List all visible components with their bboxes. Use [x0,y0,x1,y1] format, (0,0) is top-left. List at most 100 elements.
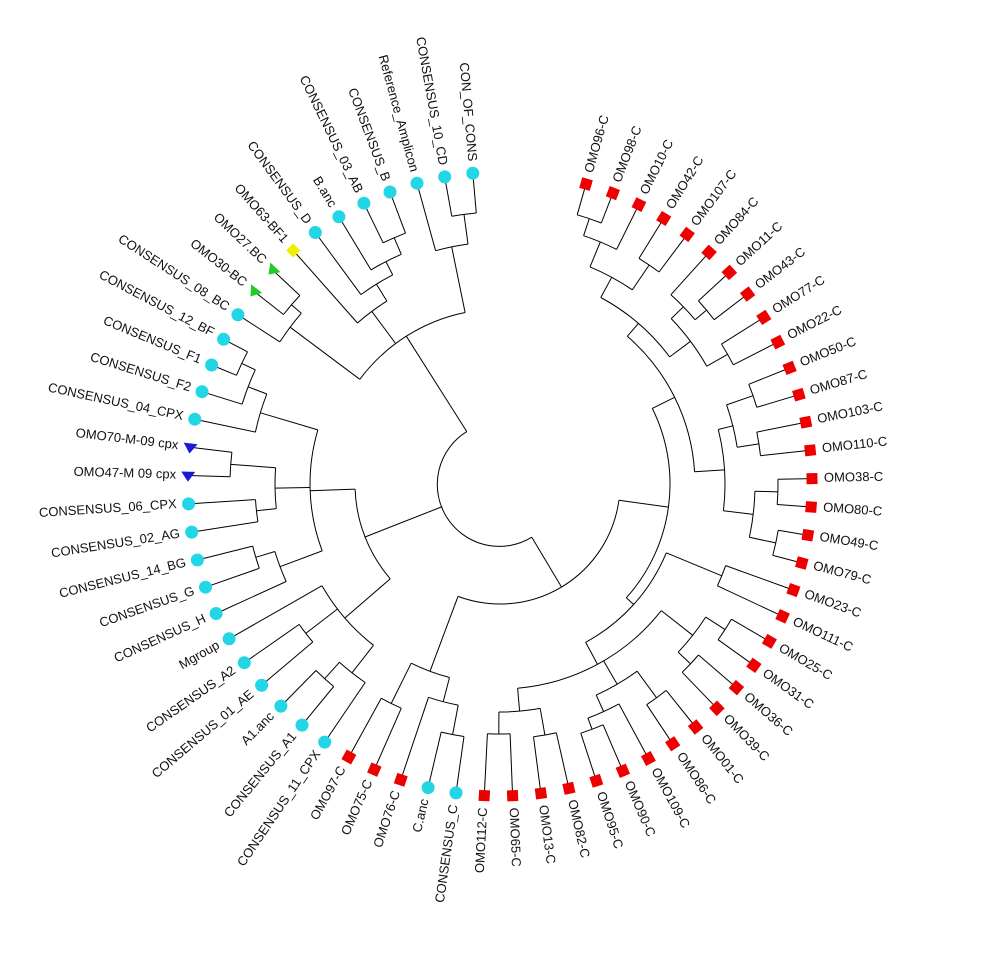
reference-consensus-circle-marker [421,781,435,795]
tree-branch [533,732,557,738]
tree-branch [427,731,442,788]
omo-subtype-c-square-marker [739,286,756,302]
tree-branch [444,176,453,217]
tree-branch [717,639,755,666]
tree-branch [723,510,754,515]
tree-branch [236,351,248,376]
tip-label: CON_OF_CONS [457,62,481,162]
tree-branch [669,340,691,358]
tree-branch [733,341,779,366]
tip-labels: OMO96-COMO98-COMO10-COMO42-COMO107-COMO8… [38,36,887,904]
omo-subtype-c-square-marker [478,789,491,802]
tree-branch [725,565,794,591]
tree-branch [205,567,260,588]
omo-subtype-c-square-marker [506,789,519,802]
tree-branch [255,551,276,558]
tree-branch [457,500,620,605]
tip-label: OMO95-C [594,790,627,851]
tree-branch [713,293,748,321]
omo-subtype-c-square-marker [656,210,672,226]
tree-branch [429,596,459,672]
omo-subtype-c-square-marker [579,177,593,191]
omo-subtype-c-square-marker [770,334,786,350]
tree-branch [451,212,477,217]
tip-label: OMO90-C [622,778,659,838]
tree-branch [252,545,260,569]
tree-branch [587,703,620,719]
tree-branch [694,469,725,473]
tree-branch [705,616,726,631]
tree-branch [405,335,468,432]
tip-label: OMO79-C [812,558,873,588]
tree-branch [625,597,635,605]
omo-subtype-c-square-marker [746,657,762,673]
tree-branch [435,243,469,252]
tree-branch [324,661,340,680]
tree-branch [215,581,287,614]
tree-branch [721,316,765,345]
reference-consensus-circle-marker [449,786,463,800]
omo-subtype-c-square-marker [775,608,790,624]
tree-branch [585,642,598,665]
omo-subtype-c-square-marker [709,700,725,717]
tree-branch [261,641,314,686]
tree-branch [509,733,514,796]
tip-label: OMO80-C [823,499,883,518]
tree-branch [694,309,707,321]
tip-label: OMO111-C [791,614,856,655]
tree-branch [452,705,459,735]
reference-consensus-circle-marker [308,226,322,239]
tip-label: OMO50-C [798,333,859,369]
reference-consensus-circle-marker [217,332,231,346]
tree-branch [589,241,601,268]
tree-branch [244,623,300,664]
tip-label: OMO82-C [565,798,593,859]
reference-consensus-circle-marker [410,176,424,190]
tree-branch [428,696,459,706]
tree-branch [777,504,812,508]
tree-branch [260,412,319,431]
tree-branch [646,704,674,745]
reference-consensus-circle-marker [332,210,346,224]
tree-branch [363,202,384,244]
tree-branch [375,283,388,302]
reference-consensus-circle-marker [222,632,236,646]
tree-branch [638,218,665,259]
omo-crf09-cpx-triangle-marker [183,442,198,454]
tree-branch [241,362,256,371]
tree-branch [188,475,231,478]
tree-branch [583,218,590,236]
tree-branch [289,326,361,380]
tip-markers [181,166,818,802]
tree-branch [348,698,382,758]
tip-label: OMO70-M-09 cpx [75,425,180,452]
tree-branch [228,585,323,640]
reference-consensus-circle-marker [318,735,332,749]
tree-branch [442,677,450,702]
tree-branch [618,499,669,508]
tree-branch [292,250,358,324]
tree-branch [237,314,281,343]
tree-branch [658,234,688,273]
omo-subtype-c-square-marker [640,751,656,766]
tree-branch [451,246,466,313]
omo-subtype-c-square-marker [761,633,777,649]
reference-consensus-circle-marker [357,196,371,210]
tree-branch [652,396,675,409]
tree-branch [254,393,268,433]
reference-consensus-circle-marker [205,358,219,372]
tree-branch [726,404,738,448]
tree-branch [351,644,374,674]
tip-label: CONSENSUS_08_BC [116,231,233,314]
tree-branch [756,421,806,433]
tree-branch [603,660,618,685]
tree-branch [255,499,259,522]
tip-label: OMO75-C [338,777,376,837]
tree-branch [698,654,737,688]
tree-branch [314,232,362,295]
tree-branch [463,214,469,245]
tree-branch [555,732,570,789]
tree-branch [533,736,542,794]
tree-branch [626,335,696,472]
omo-subtype-c-square-marker [562,781,576,795]
